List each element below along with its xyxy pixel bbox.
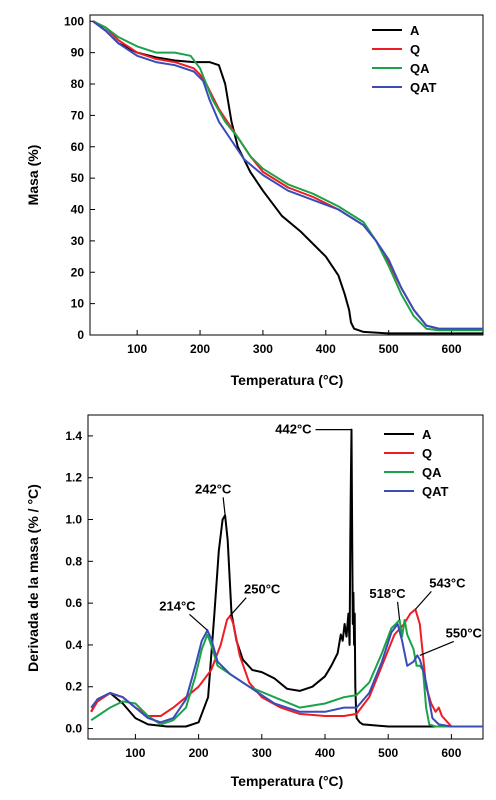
mass-ytick-label: 10 xyxy=(71,297,85,311)
mass-ytick-label: 50 xyxy=(71,171,85,185)
annotation-label: 518°C xyxy=(369,586,406,601)
derivative-xtick-label: 100 xyxy=(125,746,145,760)
annotation-arrow xyxy=(229,597,247,617)
derivative-ylabel: Derivada de la masa (% / °C) xyxy=(25,484,41,672)
derivative-xtick-label: 600 xyxy=(441,746,461,760)
mass-ytick-label: 20 xyxy=(71,265,85,279)
legend-label-qa: QA xyxy=(422,465,442,480)
annotation-label: 550°C xyxy=(446,625,483,640)
mass-ylabel: Masa (%) xyxy=(25,145,41,206)
mass-ytick-label: 60 xyxy=(71,140,85,154)
annotation-arrow xyxy=(419,640,455,656)
derivative-series-a xyxy=(90,428,483,728)
mass-chart: 100 200 300 400 500 600 0 10 20 30 40 50 60 70 80 90 100… xyxy=(25,14,484,388)
derivative-series-qat xyxy=(90,623,483,728)
derivative-series-qa xyxy=(90,618,483,728)
annotation-label: 214°C xyxy=(159,598,196,613)
derivative-ytick-label: 0.4 xyxy=(65,638,82,652)
legend-label-qa: QA xyxy=(410,61,430,76)
derivative-xtick-label: 200 xyxy=(189,746,209,760)
mass-xtick-label: 600 xyxy=(442,342,462,356)
annotation-label: 250°C xyxy=(244,582,281,597)
derivative-ytick-label: 1.2 xyxy=(65,471,82,485)
mass-ytick-label: 40 xyxy=(71,203,85,217)
mass-xtick-label: 300 xyxy=(253,342,273,356)
derivative-xtick-label: 400 xyxy=(315,746,335,760)
mass-series-a xyxy=(92,20,483,335)
legend-label-a: A xyxy=(410,23,420,38)
mass-ytick-label: 90 xyxy=(71,46,85,60)
derivative-ytick-label: 0.0 xyxy=(65,722,82,736)
annotation-arrow xyxy=(396,601,401,620)
annotation-label: 242°C xyxy=(195,481,232,496)
mass-ytick-label: 100 xyxy=(64,14,84,28)
mass-ytick-label: 30 xyxy=(71,234,85,248)
annotation-arrow xyxy=(414,591,432,610)
mass-ytick-label: 0 xyxy=(77,328,84,342)
mass-plot-frame xyxy=(89,14,484,336)
legend-label-q: Q xyxy=(410,42,420,57)
annotation-label: 543°C xyxy=(429,575,466,590)
mass-series-qa xyxy=(92,20,483,332)
derivative-series-q xyxy=(90,608,483,728)
mass-ytick-label: 80 xyxy=(71,77,85,91)
annotation-label: 442°C xyxy=(275,422,312,437)
mass-xtick-label: 400 xyxy=(316,342,336,356)
mass-xlabel: Temperatura (°C) xyxy=(231,372,344,388)
legend-label-qat: QAT xyxy=(410,80,437,95)
derivative-ytick-label: 0.6 xyxy=(65,596,82,610)
derivative-ytick-label: 0.2 xyxy=(65,680,82,694)
legend-label-a: A xyxy=(422,427,432,442)
derivative-xtick-label: 500 xyxy=(378,746,398,760)
annotation-arrow xyxy=(189,613,208,631)
mass-xtick-label: 100 xyxy=(127,342,147,356)
mass-xtick-label: 500 xyxy=(379,342,399,356)
legend-label-q: Q xyxy=(422,446,432,461)
derivative-chart: 100 200 300 400 500 600 0.0 0.2 0.4 0.6 0.8 1.0 1.2 1… xyxy=(25,414,484,789)
derivative-plot-frame xyxy=(87,414,484,740)
derivative-ytick-label: 0.8 xyxy=(65,554,82,568)
mass-ytick-label: 70 xyxy=(71,108,85,122)
derivative-xlabel: Temperatura (°C) xyxy=(231,773,344,789)
annotation-arrow xyxy=(222,497,226,516)
legend-label-qat: QAT xyxy=(422,484,449,499)
derivative-xtick-label: 300 xyxy=(252,746,272,760)
mass-series-qat xyxy=(92,20,483,330)
derivative-ytick-label: 1.0 xyxy=(65,513,82,527)
derivative-ytick-label: 1.4 xyxy=(65,429,82,443)
mass-xtick-label: 200 xyxy=(190,342,210,356)
